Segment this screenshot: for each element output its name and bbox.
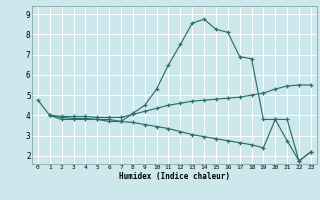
X-axis label: Humidex (Indice chaleur): Humidex (Indice chaleur)	[119, 172, 230, 181]
